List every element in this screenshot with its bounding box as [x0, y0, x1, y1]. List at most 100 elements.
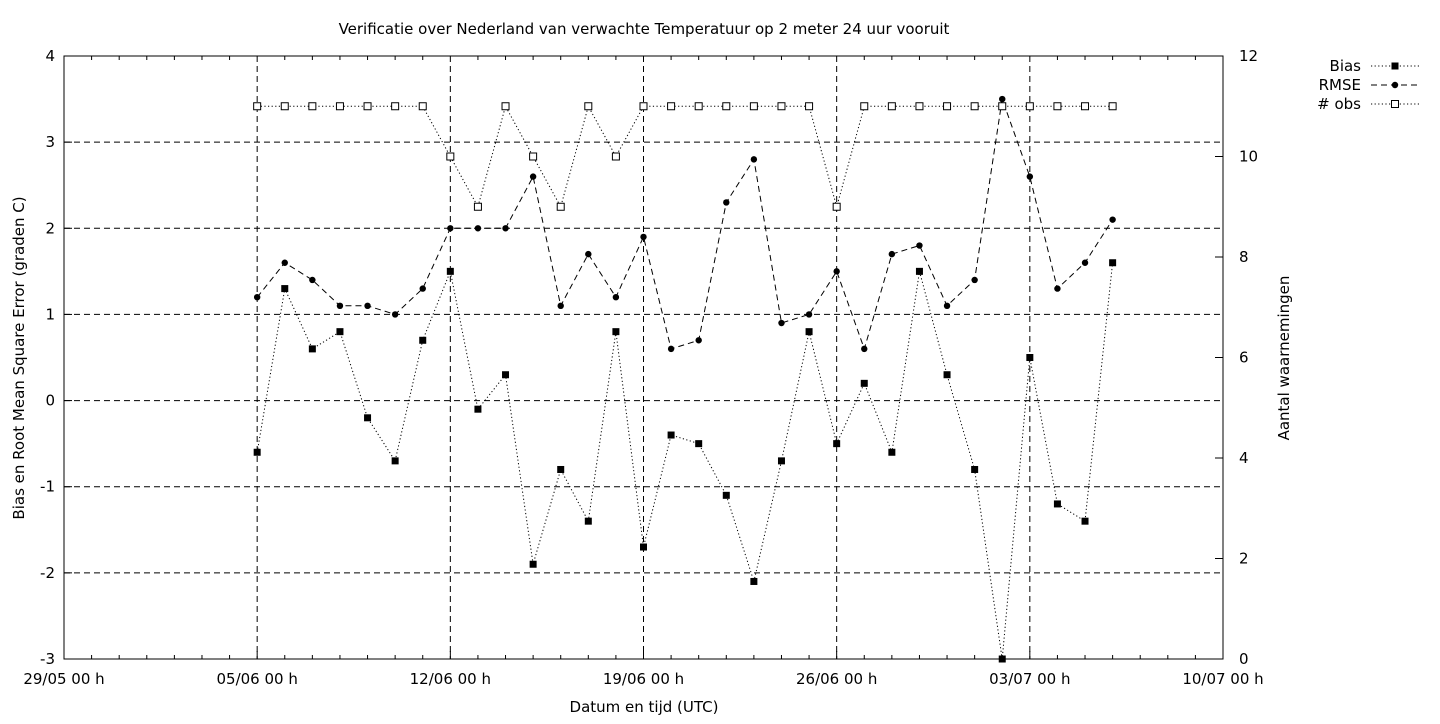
- data-point: [253, 448, 261, 456]
- data-point: [1026, 354, 1034, 361]
- y2-tick-label: 2: [1239, 550, 1249, 568]
- data-point: [529, 173, 537, 180]
- data-point: [557, 465, 565, 473]
- data-point: [529, 560, 537, 568]
- y-tick-label: 4: [45, 47, 55, 65]
- series-2: [253, 102, 1117, 211]
- grid-lines: [64, 56, 1223, 659]
- data-point: [253, 102, 262, 111]
- legend-label: # obs: [1317, 95, 1361, 113]
- legend-label: RMSE: [1319, 76, 1361, 94]
- y2-tick-label: 0: [1239, 650, 1249, 668]
- data-point: [308, 102, 317, 111]
- y-tick-label: 2: [45, 219, 55, 237]
- data-point: [391, 311, 399, 318]
- data-point: [419, 336, 427, 344]
- data-point: [943, 302, 951, 310]
- data-point: [446, 152, 455, 161]
- x-tick-label: 19/06 00 h: [603, 670, 684, 688]
- data-point: [1081, 102, 1090, 111]
- x-tick-label: 03/07 00 h: [989, 670, 1070, 688]
- data-point: [1053, 500, 1061, 508]
- data-point: [308, 345, 316, 353]
- data-point: [280, 102, 289, 111]
- data-point: [418, 102, 427, 111]
- data-point: [971, 276, 978, 284]
- y2-axis-label: Aantal waarnemingen: [1275, 276, 1293, 441]
- data-point: [916, 242, 923, 249]
- series-line: [257, 104, 1113, 209]
- data-point: [1081, 517, 1089, 525]
- data-point: [832, 202, 841, 211]
- data-point: [391, 102, 400, 111]
- data-point: [970, 102, 979, 111]
- data-point: [446, 267, 454, 275]
- data-point: [943, 102, 952, 111]
- y-tick-label: 0: [45, 392, 55, 410]
- data-point: [1109, 216, 1116, 223]
- data-point: [805, 102, 814, 111]
- data-point: [998, 102, 1007, 111]
- data-point: [695, 440, 703, 448]
- data-point: [335, 102, 344, 111]
- data-point: [805, 328, 813, 336]
- data-point: [585, 250, 592, 258]
- data-point: [1025, 102, 1034, 111]
- data-point: [640, 543, 647, 551]
- x-tick-label: 29/05 00 h: [23, 670, 104, 688]
- data-point: [336, 302, 344, 310]
- data-point: [1054, 285, 1061, 292]
- data-point: [391, 457, 399, 465]
- y-axis-label: Bias en Root Mean Square Error (graden C…: [10, 196, 28, 519]
- y2-tick-label: 10: [1239, 148, 1258, 166]
- x-tick-label: 12/06 00 h: [410, 670, 491, 688]
- y-tick-label: -3: [40, 650, 55, 668]
- data-point: [778, 319, 785, 327]
- data-point: [309, 276, 316, 284]
- data-point: [474, 405, 482, 413]
- data-point: [584, 517, 592, 525]
- y2-tick-label: 8: [1239, 248, 1249, 266]
- x-tick-label: 26/06 00 h: [796, 670, 877, 688]
- legend-marker: [1391, 62, 1399, 70]
- series-line: [256, 98, 1114, 351]
- data-point: [419, 285, 426, 292]
- data-point: [943, 371, 951, 379]
- data-point: [1109, 259, 1117, 267]
- data-point: [640, 233, 647, 241]
- y2-tick-label: 12: [1239, 47, 1258, 65]
- data-point: [723, 199, 730, 206]
- y-tick-label: -1: [40, 478, 55, 496]
- data-point: [833, 440, 841, 448]
- data-point: [695, 337, 702, 344]
- data-point: [447, 225, 454, 232]
- data-point: [915, 267, 923, 275]
- data-point: [639, 102, 648, 111]
- data-point: [888, 448, 896, 456]
- data-point: [722, 102, 731, 111]
- data-point: [667, 345, 675, 353]
- data-point: [611, 152, 620, 161]
- data-point: [999, 95, 1006, 103]
- data-point: [473, 202, 482, 211]
- data-point: [860, 379, 868, 387]
- data-point: [833, 268, 840, 275]
- data-point: [612, 294, 620, 301]
- data-point: [888, 250, 896, 258]
- data-point: [667, 431, 675, 439]
- data-point: [474, 225, 482, 232]
- y-tick-label: 3: [45, 133, 55, 151]
- data-point: [1026, 173, 1034, 180]
- y-tick-label: 1: [45, 305, 55, 323]
- data-point: [722, 491, 730, 499]
- series-0: [253, 259, 1117, 663]
- data-point: [529, 152, 538, 161]
- legend-marker: [1391, 100, 1399, 108]
- data-point: [502, 371, 510, 379]
- data-point: [749, 102, 758, 111]
- data-point: [364, 302, 371, 310]
- data-point: [584, 102, 593, 111]
